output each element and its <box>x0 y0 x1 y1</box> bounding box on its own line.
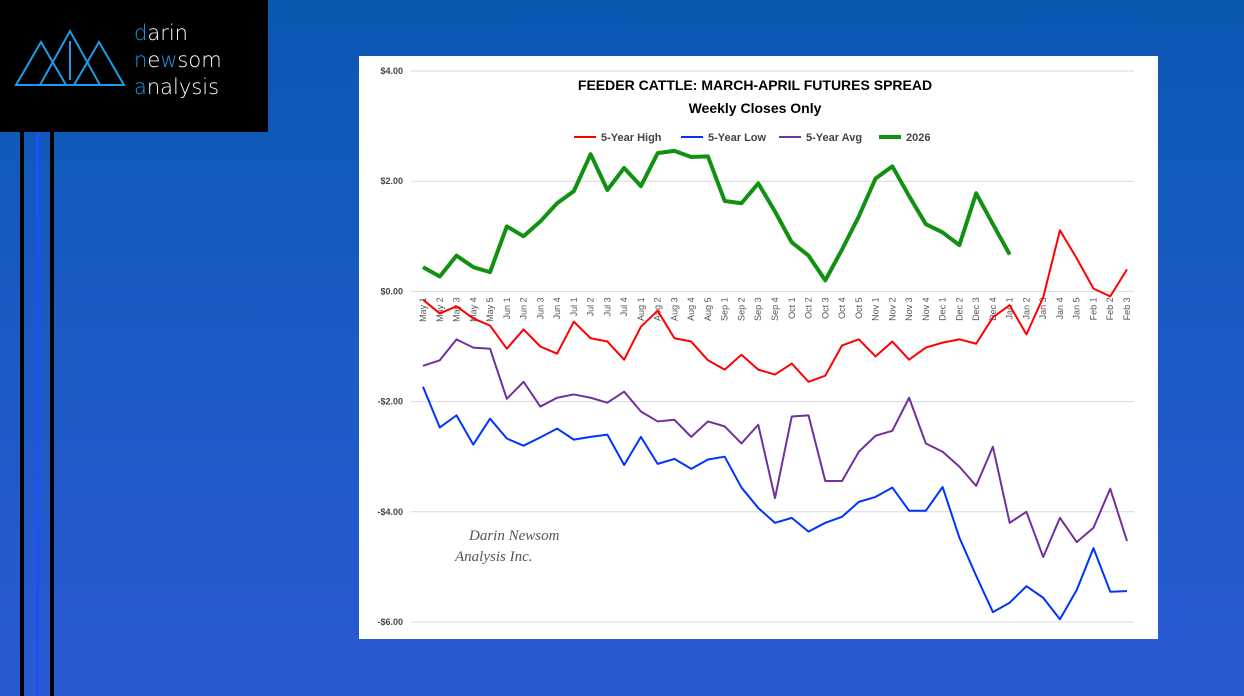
x-tick-label: Nov 4 <box>921 297 931 321</box>
x-tick-label: Jun 4 <box>552 297 562 319</box>
x-tick-label: May 4 <box>468 297 478 322</box>
chart-title: FEEDER CATTLE: MARCH-APRIL FUTURES SPREA… <box>578 77 932 93</box>
legend-label: 2026 <box>906 132 930 144</box>
x-tick-label: Dec 3 <box>971 297 981 321</box>
x-tick-label: Jun 1 <box>502 297 512 319</box>
y-tick-label: $4.00 <box>380 66 403 76</box>
chart-panel: FEEDER CATTLE: MARCH-APRIL FUTURES SPREA… <box>359 56 1158 639</box>
logo-text: darin newsom analysis <box>134 21 222 99</box>
x-tick-label: Dec 4 <box>988 297 998 321</box>
x-tick-label: Sep 4 <box>770 297 780 321</box>
watermark-line2: Analysis Inc. <box>454 549 532 565</box>
legend-label: 5-Year High <box>601 132 662 144</box>
x-tick-label: Dec 2 <box>954 297 964 321</box>
x-tick-label: Dec 1 <box>938 297 948 321</box>
series-5-year-high <box>422 229 1128 383</box>
x-tick-label: May 3 <box>452 297 462 322</box>
x-tick-label: Jul 1 <box>569 297 579 316</box>
mountain-wheat-logo-icon <box>14 28 126 86</box>
series-5-year-avg <box>422 338 1128 558</box>
x-tick-label: Jun 2 <box>519 297 529 319</box>
x-tick-label: Nov 1 <box>871 297 881 321</box>
y-tick-label: -$6.00 <box>377 617 403 627</box>
x-tick-label: Feb 3 <box>1122 297 1132 320</box>
x-tick-label: Jan 4 <box>1055 297 1065 319</box>
chart-subtitle: Weekly Closes Only <box>689 100 822 116</box>
x-tick-label: Nov 2 <box>887 297 897 321</box>
x-tick-label: Feb 2 <box>1105 297 1115 320</box>
x-tick-label: Sep 1 <box>720 297 730 321</box>
x-tick-label: Oct 2 <box>804 297 814 319</box>
decorative-line <box>50 132 54 696</box>
x-tick-label: Aug 4 <box>686 297 696 321</box>
x-tick-label: Oct 3 <box>820 297 830 319</box>
x-tick-label: Oct 5 <box>854 297 864 319</box>
x-tick-label: Jul 3 <box>602 297 612 316</box>
series-line <box>422 148 1012 283</box>
x-tick-label: Jan 3 <box>1038 297 1048 319</box>
y-tick-label: $0.00 <box>380 286 403 296</box>
spread-chart: FEEDER CATTLE: MARCH-APRIL FUTURES SPREA… <box>377 66 1134 627</box>
y-tick-label: $2.00 <box>380 176 403 186</box>
series-line <box>422 386 1128 621</box>
x-tick-label: Jun 3 <box>535 297 545 319</box>
series-2026 <box>422 148 1012 283</box>
x-tick-label: Jan 5 <box>1072 297 1082 319</box>
series-line <box>422 338 1128 558</box>
x-tick-label: Aug 2 <box>653 297 663 321</box>
x-tick-label: Aug 3 <box>669 297 679 321</box>
x-tick-label: Oct 1 <box>787 297 797 319</box>
x-tick-label: Sep 3 <box>753 297 763 321</box>
x-tick-label: May 5 <box>485 297 495 322</box>
y-tick-label: -$2.00 <box>377 397 403 407</box>
series-5-year-low <box>422 386 1128 621</box>
x-tick-label: Aug 1 <box>636 297 646 321</box>
x-tick-label: Sep 2 <box>736 297 746 321</box>
legend-label: 5-Year Avg <box>806 132 862 144</box>
watermark-line1: Darin Newsom <box>468 528 560 544</box>
x-tick-label: Jan 2 <box>1021 297 1031 319</box>
y-tick-label: -$4.00 <box>377 507 403 517</box>
x-tick-label: May 2 <box>435 297 445 322</box>
x-tick-label: Jan 1 <box>1005 297 1015 319</box>
legend-label: 5-Year Low <box>708 132 767 144</box>
x-tick-label: Jul 4 <box>619 297 629 316</box>
x-tick-label: Nov 3 <box>904 297 914 321</box>
x-tick-label: Oct 4 <box>837 297 847 319</box>
decorative-line <box>20 132 24 696</box>
x-tick-label: May 1 <box>418 297 428 322</box>
logo: darin newsom analysis <box>0 0 268 132</box>
x-tick-label: Jul 2 <box>586 297 596 316</box>
decorative-line <box>36 132 39 696</box>
x-tick-label: Feb 1 <box>1088 297 1098 320</box>
x-tick-label: Aug 5 <box>703 297 713 321</box>
